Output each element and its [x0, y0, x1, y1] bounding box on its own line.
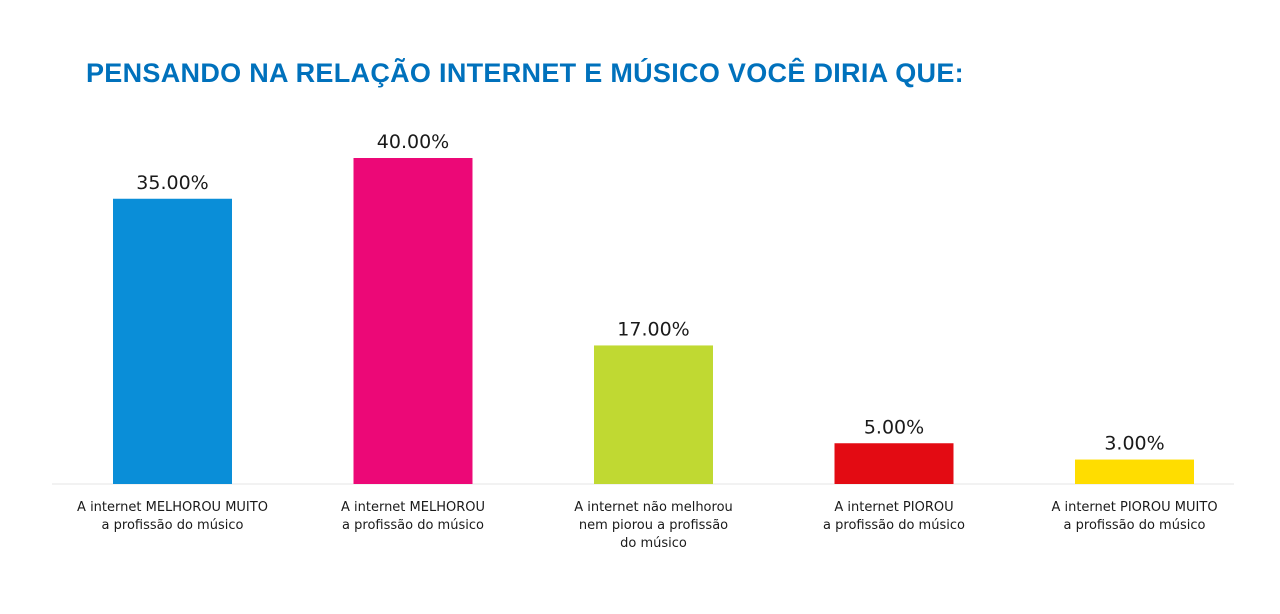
category-label-1-line-2: a profissão do músico [102, 518, 244, 533]
value-label-5: 3.00% [1104, 433, 1164, 455]
category-label-2-line-1: A internet MELHOROU [341, 500, 485, 515]
value-label-4: 5.00% [864, 416, 924, 438]
category-label-3-line-2: nem piorou a profissão [579, 518, 728, 533]
category-label-5-line-2: a profissão do músico [1064, 518, 1206, 533]
category-label-5-line-1: A internet PIOROU MUITO [1051, 500, 1217, 515]
category-label-1-line-1: A internet MELHOROU MUITO [77, 500, 268, 515]
category-label-3-line-1: A internet não melhorou [574, 500, 733, 515]
bar-1 [113, 198, 232, 484]
category-label-4-line-2: a profissão do músico [823, 518, 965, 533]
category-label-2-line-2: a profissão do músico [342, 518, 484, 533]
value-label-2: 40.00% [377, 131, 449, 153]
bar-5 [1075, 459, 1194, 484]
bar-3 [594, 345, 713, 484]
bars-layer: 35.00% A internet MELHOROU MUITO a profiss… [77, 131, 1218, 551]
value-label-1: 35.00% [136, 172, 208, 194]
category-label-4-line-1: A internet PIOROU [834, 500, 953, 515]
category-label-3-line-3: do músico [620, 536, 687, 551]
bar-4 [834, 443, 954, 484]
value-label-3: 17.00% [617, 318, 689, 340]
chart-title: PENSANDO NA RELAÇÃO INTERNET E MÚSICO VO… [86, 58, 964, 88]
bar-2 [353, 158, 473, 484]
